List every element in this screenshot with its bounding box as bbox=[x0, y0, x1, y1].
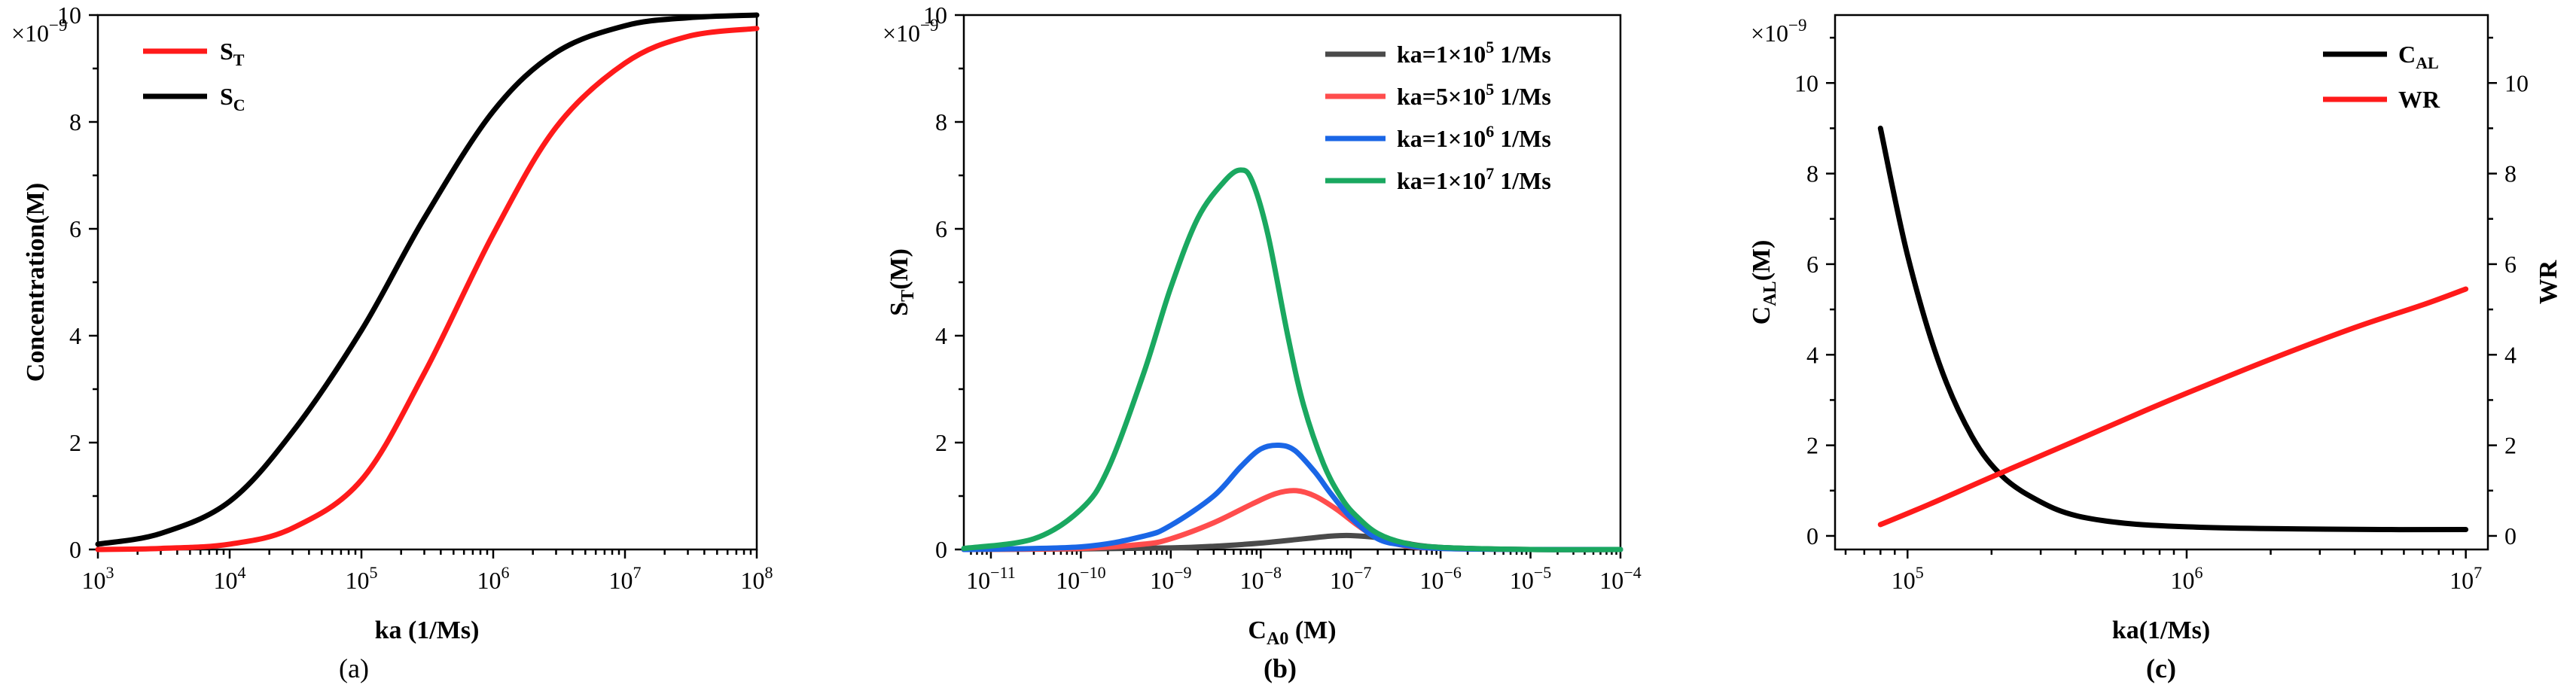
panel-a-x-tick-label: 103 bbox=[82, 563, 114, 594]
panel-b-y-tick-label: 10 bbox=[923, 2, 947, 29]
panel-a-x-label: ka (1/Ms) bbox=[375, 616, 480, 644]
panel-c-x-tick-label: 107 bbox=[2449, 563, 2482, 594]
panel-c-series-line-1 bbox=[1877, 286, 2469, 528]
legend-label-ka-1e5: ka=1×105 1/Ms bbox=[1397, 38, 1551, 68]
panel-b-y-tick-label: 8 bbox=[935, 108, 947, 135]
panel-a-legend: ST SC bbox=[143, 38, 245, 114]
panel-a: ×10−9 0 2 4 6 8 10 103 104 105 106 107 108 Concent… bbox=[11, 2, 773, 683]
panel-c-x-ticks: 105 106 107 bbox=[1844, 549, 2482, 594]
panel-a-x-tick-label: 107 bbox=[609, 563, 642, 594]
panel-b-x-label: CA0 (M) bbox=[1248, 616, 1336, 649]
panel-b-x-tick-label: 10−11 bbox=[966, 563, 1016, 594]
panel-a-x-tick-label: 105 bbox=[346, 563, 378, 594]
panel-b-y-multiplier: ×10−9 bbox=[883, 16, 939, 47]
panel-c-subplot-label: (c) bbox=[2146, 653, 2176, 683]
panel-b: ×10−9 0 2 4 6 8 10 10−11 10−10 10−9 10−8 10−7 10−6… bbox=[883, 2, 1642, 683]
panel-a-series-line-0 bbox=[95, 26, 760, 552]
panel-a-curves bbox=[95, 12, 760, 552]
panel-b-y-label: ST(M) bbox=[886, 248, 918, 316]
panel-b-x-tick-label: 10−8 bbox=[1240, 563, 1282, 594]
panel-c-x-label: ka(1/Ms) bbox=[2112, 616, 2210, 644]
panel-a-y-label: Concentration(M) bbox=[22, 183, 50, 382]
panel-c-y-tick-label: 0 bbox=[1806, 522, 1818, 549]
panel-b-x-tick-label: 10−6 bbox=[1419, 563, 1461, 594]
legend-label-cal: CAL bbox=[2398, 41, 2439, 72]
panel-b-y-tick-label: 2 bbox=[935, 429, 947, 456]
panel-a-x-ticks: 103 104 105 106 107 108 bbox=[82, 549, 773, 594]
panel-b-series-line-2 bbox=[961, 442, 1623, 552]
panel-a-y-tick-label: 0 bbox=[69, 536, 81, 563]
panel-c-y-tick-label-right: 2 bbox=[2504, 432, 2517, 459]
panel-b-y-ticks: 0 2 4 6 8 10 bbox=[923, 2, 964, 563]
panel-c-y-tick-label: 2 bbox=[1806, 432, 1818, 459]
panel-b-y-tick-label: 0 bbox=[935, 536, 947, 563]
panel-b-x-ticks: 10−11 10−10 10−9 10−8 10−7 10−6 10−5 10−4 bbox=[966, 549, 1642, 594]
panel-a-y-tick-label: 10 bbox=[57, 2, 81, 29]
legend-label-sc: SC bbox=[220, 83, 245, 114]
panel-a-y-tick-label: 6 bbox=[69, 215, 81, 242]
panel-b-x-tick-label: 10−5 bbox=[1510, 563, 1551, 594]
panel-a-y-tick-label: 2 bbox=[69, 429, 81, 456]
panel-c: ×10−9 0 2 4 6 8 10 0 2 4 6 8 10 105 106 107 CAL(M) W… bbox=[1748, 14, 2562, 683]
panel-c-series-line-0 bbox=[1877, 125, 2469, 533]
legend-label-ka-1e6: ka=1×106 1/Ms bbox=[1397, 122, 1551, 152]
panel-c-legend: CAL WR bbox=[2323, 41, 2440, 113]
legend-label-st: ST bbox=[220, 38, 245, 69]
panel-c-frame bbox=[1834, 14, 2489, 551]
panel-c-y-tick-label-right: 10 bbox=[2504, 69, 2529, 96]
panel-c-x-tick-label: 106 bbox=[2170, 563, 2203, 594]
panel-c-y-ticks-left: 0 2 4 6 8 10 bbox=[1794, 36, 1835, 549]
panel-c-x-tick-label: 105 bbox=[1892, 563, 1924, 594]
panel-c-y-label-left: CAL(M) bbox=[1748, 240, 1780, 325]
panel-c-y-tick-label-right: 8 bbox=[2504, 160, 2517, 187]
panel-b-series-line-3 bbox=[961, 167, 1623, 552]
panel-c-y-tick-label-right: 6 bbox=[2504, 251, 2517, 278]
panel-a-x-tick-label: 108 bbox=[741, 563, 773, 594]
legend-label-ka-1e7: ka=1×107 1/Ms bbox=[1397, 164, 1551, 194]
panel-b-subplot-label: (b) bbox=[1264, 653, 1297, 683]
panel-c-curves bbox=[1877, 125, 2469, 533]
panel-a-y-tick-label: 4 bbox=[69, 322, 81, 349]
panel-a-y-tick-label: 8 bbox=[69, 108, 81, 135]
panel-c-y-tick-label: 10 bbox=[1794, 69, 1818, 96]
panel-c-y-tick-label: 8 bbox=[1806, 160, 1818, 187]
panel-b-y-tick-label: 4 bbox=[935, 322, 947, 349]
panel-b-y-tick-label: 6 bbox=[935, 215, 947, 242]
panel-a-y-multiplier: ×10−9 bbox=[11, 16, 68, 47]
panel-b-legend: ka=1×105 1/Ms ka=5×105 1/Ms ka=1×106 1/M… bbox=[1325, 38, 1551, 194]
panel-c-y-tick-label-right: 4 bbox=[2504, 341, 2517, 368]
panel-a-y-ticks: 0 2 4 6 8 10 bbox=[57, 2, 98, 563]
panel-b-curves bbox=[961, 167, 1623, 552]
panel-b-x-tick-label: 10−10 bbox=[1056, 563, 1105, 594]
panel-b-x-tick-label: 10−9 bbox=[1150, 563, 1191, 594]
panel-b-x-tick-label: 10−7 bbox=[1330, 563, 1371, 594]
panel-c-y-tick-label-right: 0 bbox=[2504, 522, 2517, 549]
panel-a-x-tick-label: 104 bbox=[214, 563, 246, 594]
panel-a-subplot-label: (a) bbox=[339, 653, 369, 683]
panel-c-y-label-right: WR bbox=[2535, 260, 2562, 304]
panel-c-y-multiplier: ×10−9 bbox=[1751, 16, 1807, 47]
legend-label-ka-5e5: ka=5×105 1/Ms bbox=[1397, 80, 1551, 110]
legend-label-wr: WR bbox=[2398, 86, 2440, 113]
panel-a-x-tick-label: 106 bbox=[477, 563, 510, 594]
panel-c-y-tick-label: 6 bbox=[1806, 251, 1818, 278]
panel-c-y-ticks-right: 0 2 4 6 8 10 bbox=[2488, 36, 2529, 549]
panel-c-y-tick-label: 4 bbox=[1806, 341, 1818, 368]
panel-b-x-tick-label: 10−4 bbox=[1599, 563, 1641, 594]
panel-a-series-line-1 bbox=[95, 12, 760, 547]
